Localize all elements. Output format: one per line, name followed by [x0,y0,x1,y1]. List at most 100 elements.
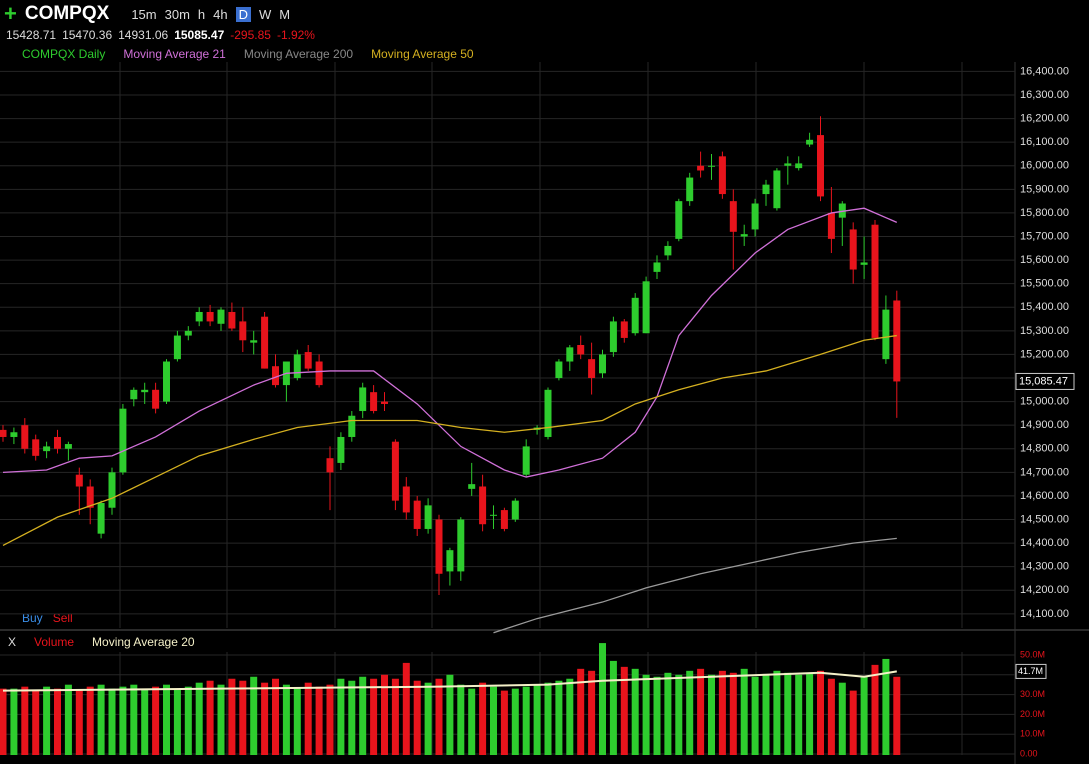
y-tick-label: 14,100.00 [1020,608,1069,620]
volume-bar [359,676,367,756]
body [250,340,258,343]
body [631,297,639,334]
volume-bar [250,676,258,756]
volume-bar [664,672,672,756]
volume-bar [860,676,868,756]
interval[interactable]: W [259,6,272,22]
volume-bar [304,682,312,756]
body [827,212,835,239]
volume-bar [381,674,388,756]
buy[interactable]: Buy [22,611,43,625]
ma-line [493,537,897,634]
volume-ma[interactable]: Moving Average 20 [92,635,195,649]
y-tick-label: 14,500.00 [1020,513,1069,525]
volume-bar [239,680,247,756]
body [424,505,432,529]
volume-bar [54,688,61,756]
volume-bar [97,684,105,756]
body [173,335,181,360]
volume-bar [435,678,443,756]
legend-item[interactable]: Moving Average 200 [243,47,354,61]
volume-bar [293,688,301,756]
sell[interactable]: Sell [52,611,73,625]
volume-bar [708,674,715,756]
volume-bar [599,643,606,756]
volume-bar [21,686,29,756]
body [457,519,465,572]
volume-bar [522,686,530,756]
body [261,316,269,369]
interval[interactable]: h [197,6,206,22]
y-tick-label: 10.0M [1020,729,1045,739]
body [697,165,705,171]
body [588,359,596,379]
legend-item[interactable]: Moving Average 21 [123,47,226,61]
body [544,389,552,437]
volume-title[interactable]: Volume [34,635,75,649]
volume-bar [163,684,170,756]
volume-bar [577,668,585,756]
volume-bar [566,678,574,756]
volume-bar [315,686,323,756]
volume-bar [370,678,378,756]
volume-bar [446,674,454,756]
body [740,234,748,237]
legend-item[interactable]: COMPQX Daily [22,47,106,61]
body [0,429,7,437]
body [184,330,192,336]
body [708,165,715,167]
body [555,361,563,379]
body [686,177,694,202]
low: 14931.06 [118,28,169,42]
y-tick-label: 20.0M [1020,709,1045,719]
volume-bar [228,678,236,756]
y-tick-label: 15,900.00 [1020,183,1069,195]
body [119,408,127,473]
body [64,444,72,449]
ma-line [2,207,898,478]
y-tick-label: 15,400.00 [1020,301,1069,313]
legend: COMPQX Daily Moving Average 21 Moving Av… [22,47,474,61]
y-tick-label: 0.00 [1020,748,1038,758]
volume-bar [261,682,269,756]
y-tick-label: 15,800.00 [1020,207,1069,219]
y-tick-label: 14,200.00 [1020,584,1069,596]
volume-bar [849,690,857,756]
body [468,484,476,489]
volume-bar [762,674,770,756]
body [402,486,410,513]
price-tag-label: 15,085.47 [1019,375,1068,387]
body [729,201,737,232]
add-icon[interactable]: + [4,1,17,26]
body [97,503,105,534]
interval[interactable]: M [279,6,291,22]
interval[interactable]: 4h [213,6,228,22]
legend-item[interactable]: Moving Average 50 [371,47,474,61]
symbol[interactable]: COMPQX [24,3,110,24]
interval[interactable]: 15m [131,6,157,22]
body [784,163,792,166]
price-tag [1015,372,1075,390]
interval[interactable]: 30m [164,6,190,22]
volume-bar [588,670,596,756]
y-tick-label: 14,400.00 [1020,537,1069,549]
volume-bar [108,688,116,756]
volume-bar [184,686,192,756]
volume-bar [751,676,759,756]
volume-bar [631,668,639,756]
body [817,135,824,197]
body [435,519,443,574]
volume-bar [817,670,824,756]
body [773,170,781,209]
toolbar: + COMPQX 15m 30m h 4h D W M [0,1,291,26]
body [500,510,508,529]
vol-tag [1015,663,1047,679]
volume-bar [413,680,421,756]
volume-bar [609,660,617,756]
interval[interactable]: D [235,6,251,22]
volume-bar [348,680,356,756]
body [849,229,857,270]
close-panel[interactable]: X [8,635,17,649]
body [217,309,225,324]
